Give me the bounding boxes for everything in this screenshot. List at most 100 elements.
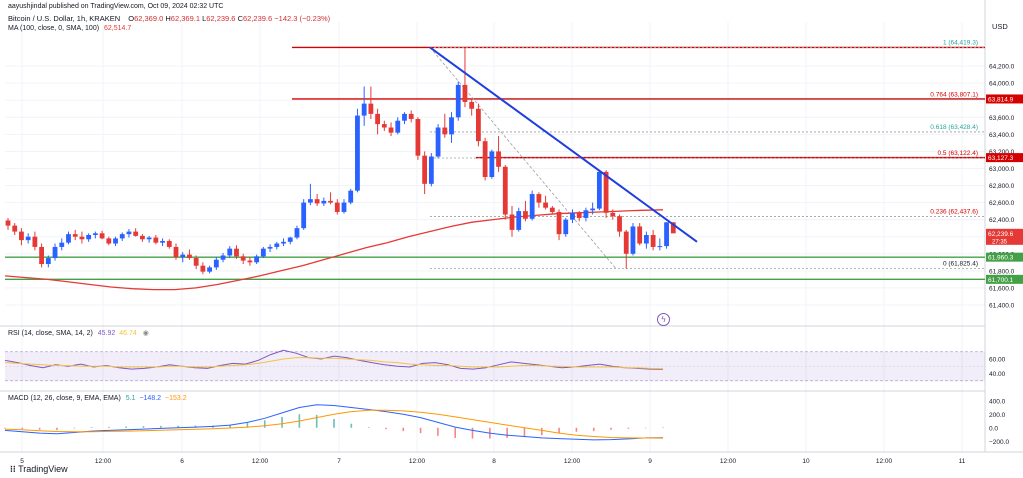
candle-body [153,237,159,243]
level-price-label: 63,814.9 [988,96,1014,103]
rsi-legend[interactable]: RSI (14, close, SMA, 14, 2) 45.92 46.74 … [8,330,149,337]
publisher-line: aayushjindal published on TradingView.co… [8,3,224,10]
candle-body [45,258,51,264]
macd-histogram-bar [644,427,647,429]
macd-legend[interactable]: MACD (12, 26, close, 9, EMA, EMA) 5.1 −1… [8,395,187,402]
level-price-label: 61,960.3 [988,255,1014,262]
macd-histogram-bar [4,427,6,429]
candle-body [523,211,528,219]
rsi-value: 45.92 [97,330,116,337]
rsi-tick-label: 40.00 [989,371,1006,378]
candle-body [247,260,253,263]
candle-body [267,246,273,249]
low-value: 62,239.6 [206,14,236,23]
macd-histogram-bar [90,427,93,428]
tradingview-logo[interactable]: ⁝⁝ TradingView [10,464,68,474]
price-tick-label: 64,000.0 [989,81,1015,88]
macd-histogram-bar [575,427,578,432]
candle-body [630,226,636,254]
ma-100-line [4,209,664,291]
candle-body [180,254,186,258]
candle-body [106,238,112,244]
candle-body [422,155,428,184]
macd-histogram-bar [263,420,266,428]
time-tick-label: 8 [492,458,496,465]
macd-histogram-bar [315,414,318,428]
macd-histogram-bar [108,426,110,428]
candle-body [469,101,475,109]
candle-body [32,236,38,247]
candle-body [314,199,320,204]
price-tick-label: 62,800.0 [989,183,1015,190]
rsi-ma-line [4,357,664,370]
change-value: −142.3 (−0.23%) [274,14,331,23]
rsi-ma-value: 46.74 [119,330,137,337]
candle-body [549,207,555,212]
level-price-label: 61,700.1 [988,277,1014,284]
macd-histogram-bar [367,427,370,428]
candle-body [308,199,313,203]
open-value: 62,369.0 [134,14,164,23]
candle-body [610,212,616,217]
candle-body [213,259,219,268]
candle-body [146,237,152,240]
time-tick-label: 7 [337,458,341,465]
candle-body [140,235,145,240]
candle-body [12,225,18,232]
candle-body [166,240,172,247]
candle-body [415,119,421,156]
fib-diagonal [429,47,617,269]
macd-histogram-bar [125,426,128,428]
macd-histogram-bar [350,423,353,428]
candle-body [254,256,260,263]
rsi-eye-icon[interactable]: ◉ [142,330,149,337]
candle-body [502,166,508,215]
time-tick-label: 12:00 [720,458,737,465]
candle-body [664,222,669,247]
time-tick-label: 11 [959,458,966,465]
candle-body [301,202,307,229]
high-value: 62,369.1 [170,14,200,23]
symbol-title[interactable]: Bitcoin / U.S. Dollar, 1h, KRAKEN [8,14,121,23]
macd-histogram-bar [177,425,179,428]
time-tick-label: 6 [180,458,184,465]
macd-histogram-bar [662,427,664,428]
candle-body [348,190,354,203]
candle-body [482,141,488,177]
candle-body [160,240,165,243]
candle-body [509,214,515,230]
price-tick-label: 62,400.0 [989,217,1015,224]
candle-body [476,108,481,142]
macd-histogram-bar [592,427,595,432]
candle-body [368,103,374,114]
macd-histogram-bar [437,427,439,436]
candle-body [274,243,280,247]
ma-legend[interactable]: MA (100, close, 0, SMA, 100) 62,514.7 [8,25,132,32]
candle-body [570,212,575,220]
candle-body [227,248,233,256]
candle-body [207,267,212,272]
macd-histogram-bar [246,423,249,428]
macd-histogram-bar [523,427,526,437]
currency-label: USD [992,22,1008,31]
candle-body [644,235,649,244]
candle-body [637,226,643,244]
candle-body [59,242,65,247]
level-price-label: 63,127.3 [988,155,1014,162]
price-tick-label: 63,400.0 [989,132,1015,139]
macd-tick-label: 0.0 [989,425,998,432]
candle-body [596,171,602,209]
lightning-icon[interactable]: ϟ [657,313,670,326]
macd-histogram-bar [229,424,231,428]
candle-body [187,254,192,259]
candle-body [234,248,239,257]
price-tick-label: 63,200.0 [989,149,1015,156]
time-tick-label: 12:00 [876,458,893,465]
candle-body [133,231,139,236]
candle-body [126,231,132,235]
candle-body [39,246,44,264]
fib-label: 0.236 (62,437.6) [930,208,978,215]
macd-histogram-bar [21,427,24,430]
tradingview-logo-icon: ⁝⁝ [10,464,16,474]
